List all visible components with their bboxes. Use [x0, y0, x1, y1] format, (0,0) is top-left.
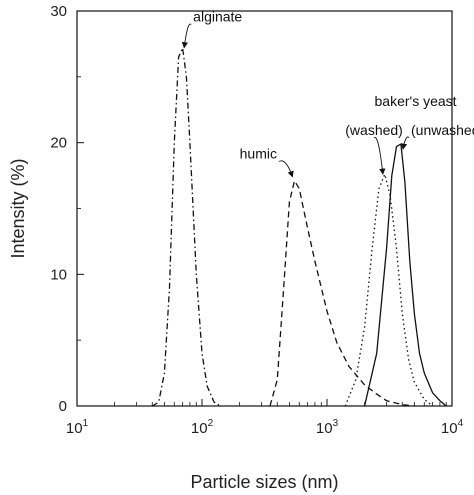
annotation-arrow	[278, 160, 294, 178]
series-line	[269, 180, 415, 407]
y-tick-label: 10	[50, 266, 67, 283]
annotation-arrow	[373, 137, 386, 175]
annotation-label: (washed)	[345, 122, 403, 138]
annotations: alginate humic baker's yeast (washed) (unwas…	[181, 9, 474, 178]
series-line	[151, 47, 221, 407]
x-tick-label: 101	[66, 418, 89, 437]
annotation-label: humic	[240, 145, 277, 161]
annotation-arrow	[181, 23, 192, 49]
series-line	[363, 143, 447, 407]
series-line	[344, 173, 434, 407]
x-tick-label: 102	[191, 418, 214, 437]
annotation-arrow	[400, 136, 410, 150]
x-tick-label: 104	[441, 418, 464, 437]
x-axis-title: Particle sizes (nm)	[190, 472, 338, 492]
annotation-label: baker's yeast	[375, 93, 457, 109]
series-lines	[151, 47, 447, 407]
axis-ticks: 101 102 103 104 0 10 20 30	[50, 3, 463, 437]
plot-frame	[76, 10, 453, 407]
annotation-label: alginate	[193, 9, 242, 25]
annotation-label: (unwashed)	[411, 122, 474, 138]
y-axis-title: Intensity (%)	[8, 158, 28, 258]
x-tick-label: 103	[316, 418, 339, 437]
y-tick-label: 30	[50, 3, 67, 20]
y-tick-label: 0	[59, 398, 67, 415]
y-tick-label: 20	[50, 135, 67, 152]
